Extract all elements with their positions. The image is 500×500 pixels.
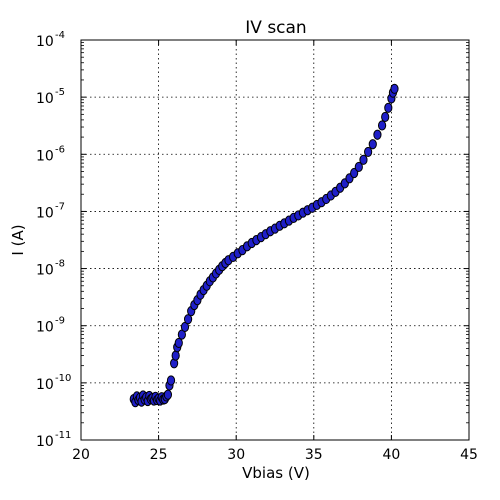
data-point xyxy=(364,146,373,158)
x-tick-label: 45 xyxy=(460,447,478,463)
y-tick-label-base: 10 xyxy=(36,91,54,107)
y-tick-label-base: 10 xyxy=(36,148,54,164)
y-tick-label: 10 -5 xyxy=(36,87,65,107)
x-tick-label: 35 xyxy=(305,447,323,463)
data-point xyxy=(373,129,382,140)
y-tick-label-exponent: -9 xyxy=(55,316,65,327)
y-tick-label-base: 10 xyxy=(36,34,54,50)
y-tick-label-base: 10 xyxy=(36,377,54,393)
data-point xyxy=(166,375,176,386)
y-axis-label: I (A) xyxy=(9,224,27,255)
x-tick-label: 25 xyxy=(150,447,168,463)
y-tick-label-exponent: -10 xyxy=(55,373,71,384)
data-point xyxy=(350,167,359,179)
y-tick-label-exponent: -8 xyxy=(55,259,65,270)
x-tick-label: 30 xyxy=(227,447,245,463)
plot-frame xyxy=(80,39,470,441)
data-point xyxy=(390,83,399,94)
y-tick-label-exponent: -7 xyxy=(55,201,65,212)
data-point xyxy=(171,350,180,361)
data-point xyxy=(183,314,193,325)
y-tick-label: 10 -6 xyxy=(36,144,65,164)
chart-title: IV scan xyxy=(245,18,306,38)
data-point xyxy=(384,102,393,113)
y-tick-label: 10 -7 xyxy=(36,201,65,221)
x-tick-label: 20 xyxy=(72,447,90,463)
y-tick-label-base: 10 xyxy=(36,434,54,450)
y-tick-label: 10 -8 xyxy=(36,259,65,279)
data-series xyxy=(129,83,399,408)
y-tick-label-exponent: -11 xyxy=(55,430,71,441)
x-axis-label: Vbias (V) xyxy=(242,464,310,482)
data-point xyxy=(359,154,368,165)
data-point xyxy=(174,337,183,349)
y-tick-label: 10 -10 xyxy=(36,373,71,393)
data-point xyxy=(377,120,387,131)
data-point xyxy=(381,111,390,123)
y-tick-label-base: 10 xyxy=(36,320,54,336)
data-point xyxy=(368,139,377,150)
y-tick-label: 10 -11 xyxy=(36,430,71,450)
y-tick-label-base: 10 xyxy=(36,205,54,221)
x-tick-label: 40 xyxy=(382,447,400,463)
y-tick-label: 10 -9 xyxy=(36,316,65,336)
y-tick-label-base: 10 xyxy=(36,263,54,279)
y-tick-label: 10 -4 xyxy=(36,30,65,50)
grid xyxy=(81,40,469,440)
x-tick-labels: 20 25 30 35 40 45 xyxy=(72,447,478,463)
y-tick-label-exponent: -5 xyxy=(55,87,65,98)
y-tick-label-exponent: -4 xyxy=(55,30,65,41)
data-point xyxy=(354,161,363,173)
y-tick-label-exponent: -6 xyxy=(55,144,65,155)
data-point xyxy=(163,389,173,400)
